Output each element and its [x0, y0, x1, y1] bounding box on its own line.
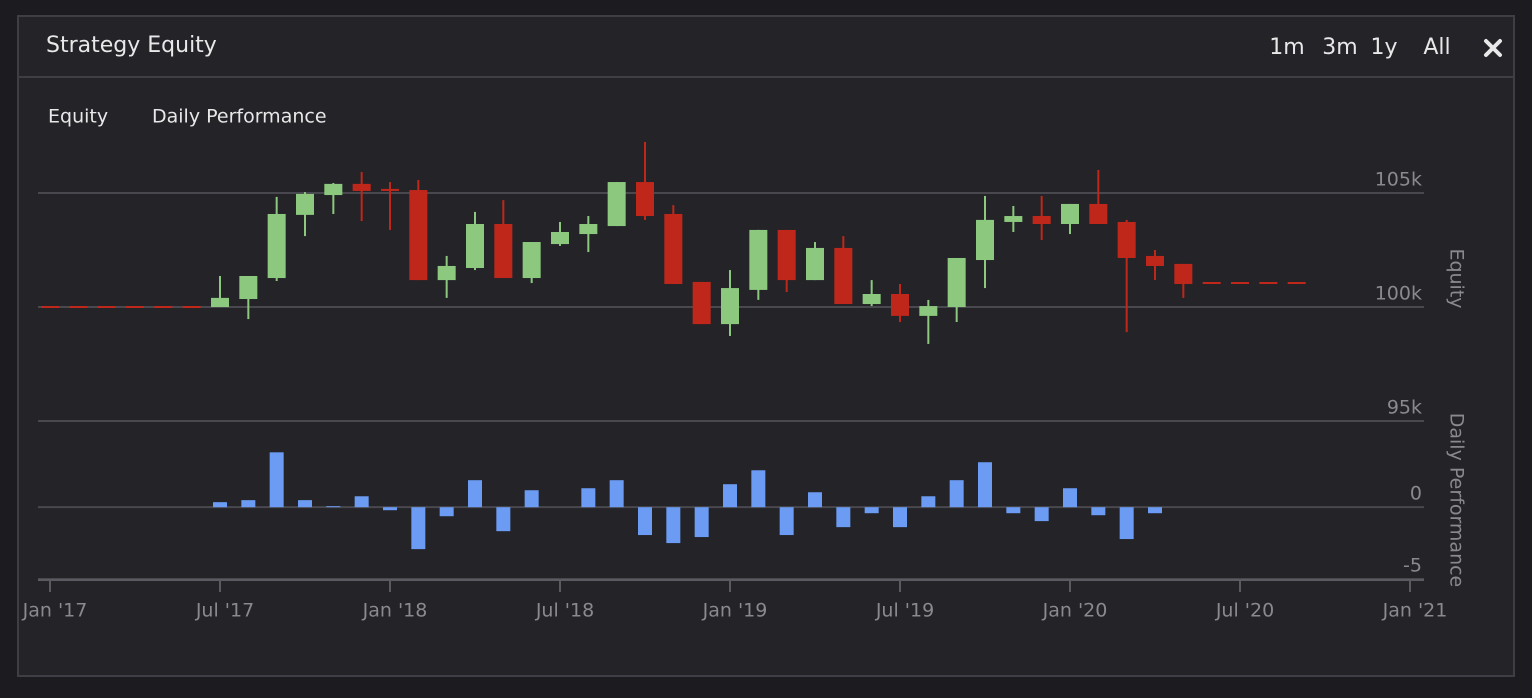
bar — [779, 507, 794, 536]
candle-body — [522, 242, 541, 279]
x-tick-label: Jul '17 — [195, 600, 254, 622]
bar — [949, 480, 964, 508]
widget-title: Strategy Equity — [46, 33, 217, 58]
candle-body — [1004, 216, 1023, 222]
bar — [581, 488, 596, 508]
bar — [1119, 507, 1134, 540]
candle-body — [381, 188, 399, 191]
candle-body — [437, 265, 456, 281]
candle-body — [919, 306, 938, 316]
bar — [496, 507, 511, 532]
candle-body — [211, 297, 229, 307]
bar — [751, 470, 766, 508]
candle-body — [607, 182, 626, 227]
bar — [326, 506, 341, 508]
candle-body — [834, 247, 853, 305]
candle-body — [1089, 203, 1108, 225]
range-button[interactable]: 3m — [1322, 35, 1357, 60]
panel — [17, 15, 1515, 677]
x-tick-label: Jul '19 — [875, 600, 934, 622]
bar — [298, 500, 312, 508]
candle-body — [267, 213, 286, 279]
candle-body — [947, 257, 966, 307]
tab[interactable]: Equity — [48, 106, 108, 128]
bar — [524, 490, 539, 508]
candle-body — [721, 288, 739, 325]
y-axis-title: Equity — [1446, 248, 1468, 308]
bar — [808, 492, 822, 508]
candle-body — [664, 213, 683, 284]
candle-body — [494, 224, 513, 279]
range-button[interactable]: 1y — [1370, 35, 1397, 60]
candle-body — [636, 182, 654, 217]
candle-body — [1117, 221, 1136, 258]
bar — [468, 480, 482, 508]
bar — [1091, 507, 1106, 516]
x-tick-label: Jan '21 — [1382, 600, 1448, 622]
bar — [213, 502, 227, 508]
bar — [1006, 507, 1021, 514]
y-tick-label: 0 — [1410, 483, 1422, 505]
bar — [836, 507, 851, 528]
candle-body — [324, 183, 343, 196]
x-tick-label: Jan '19 — [702, 600, 768, 622]
y-tick-label: 100k — [1375, 283, 1422, 305]
bar — [383, 507, 397, 511]
candle-body — [1032, 216, 1051, 225]
candle-body — [1061, 203, 1079, 225]
candle-body — [579, 224, 598, 235]
candle-body — [551, 231, 569, 245]
candle-body — [1174, 263, 1193, 284]
bar — [354, 496, 369, 508]
bar — [269, 452, 284, 508]
candle-body — [891, 294, 909, 316]
candle-body — [692, 281, 711, 325]
x-tick-label: Jan '17 — [22, 600, 88, 622]
candle-body — [466, 224, 484, 269]
candle-body — [862, 294, 881, 305]
bar — [694, 507, 709, 538]
bar — [609, 480, 624, 508]
range-button[interactable]: 1m — [1269, 35, 1304, 60]
bar — [666, 507, 681, 544]
candle-body — [749, 229, 768, 290]
y-tick-label: 95k — [1387, 397, 1422, 419]
bar — [241, 500, 256, 508]
x-tick-label: Jan '18 — [362, 600, 428, 622]
candle-body — [806, 247, 824, 281]
candle-body — [239, 275, 258, 300]
close-button[interactable] — [1484, 39, 1502, 57]
candle-body — [296, 193, 314, 215]
x-tick-label: Jul '18 — [535, 600, 594, 622]
tab[interactable]: Daily Performance — [152, 106, 327, 128]
candle-body — [409, 190, 428, 281]
x-tick-label: Jan '20 — [1042, 600, 1108, 622]
y-tick-label: 105k — [1375, 169, 1422, 191]
bar — [1063, 488, 1077, 508]
bar — [439, 507, 454, 517]
range-button[interactable]: All — [1423, 35, 1450, 60]
bar — [638, 507, 652, 536]
bar — [723, 484, 737, 508]
bar — [893, 507, 907, 528]
bar — [411, 507, 426, 550]
y-tick-label: -5 — [1403, 555, 1422, 577]
bar — [921, 496, 936, 508]
candle-body — [1146, 255, 1164, 266]
x-tick-label: Jul '20 — [1215, 600, 1274, 622]
bar — [864, 507, 879, 514]
candle-body — [976, 219, 994, 261]
bar — [1034, 507, 1049, 522]
bar — [978, 462, 992, 508]
candle-body — [352, 183, 371, 191]
bar — [1148, 507, 1162, 514]
candle-body — [777, 229, 796, 281]
y-axis-title: Daily Performance — [1446, 413, 1468, 588]
